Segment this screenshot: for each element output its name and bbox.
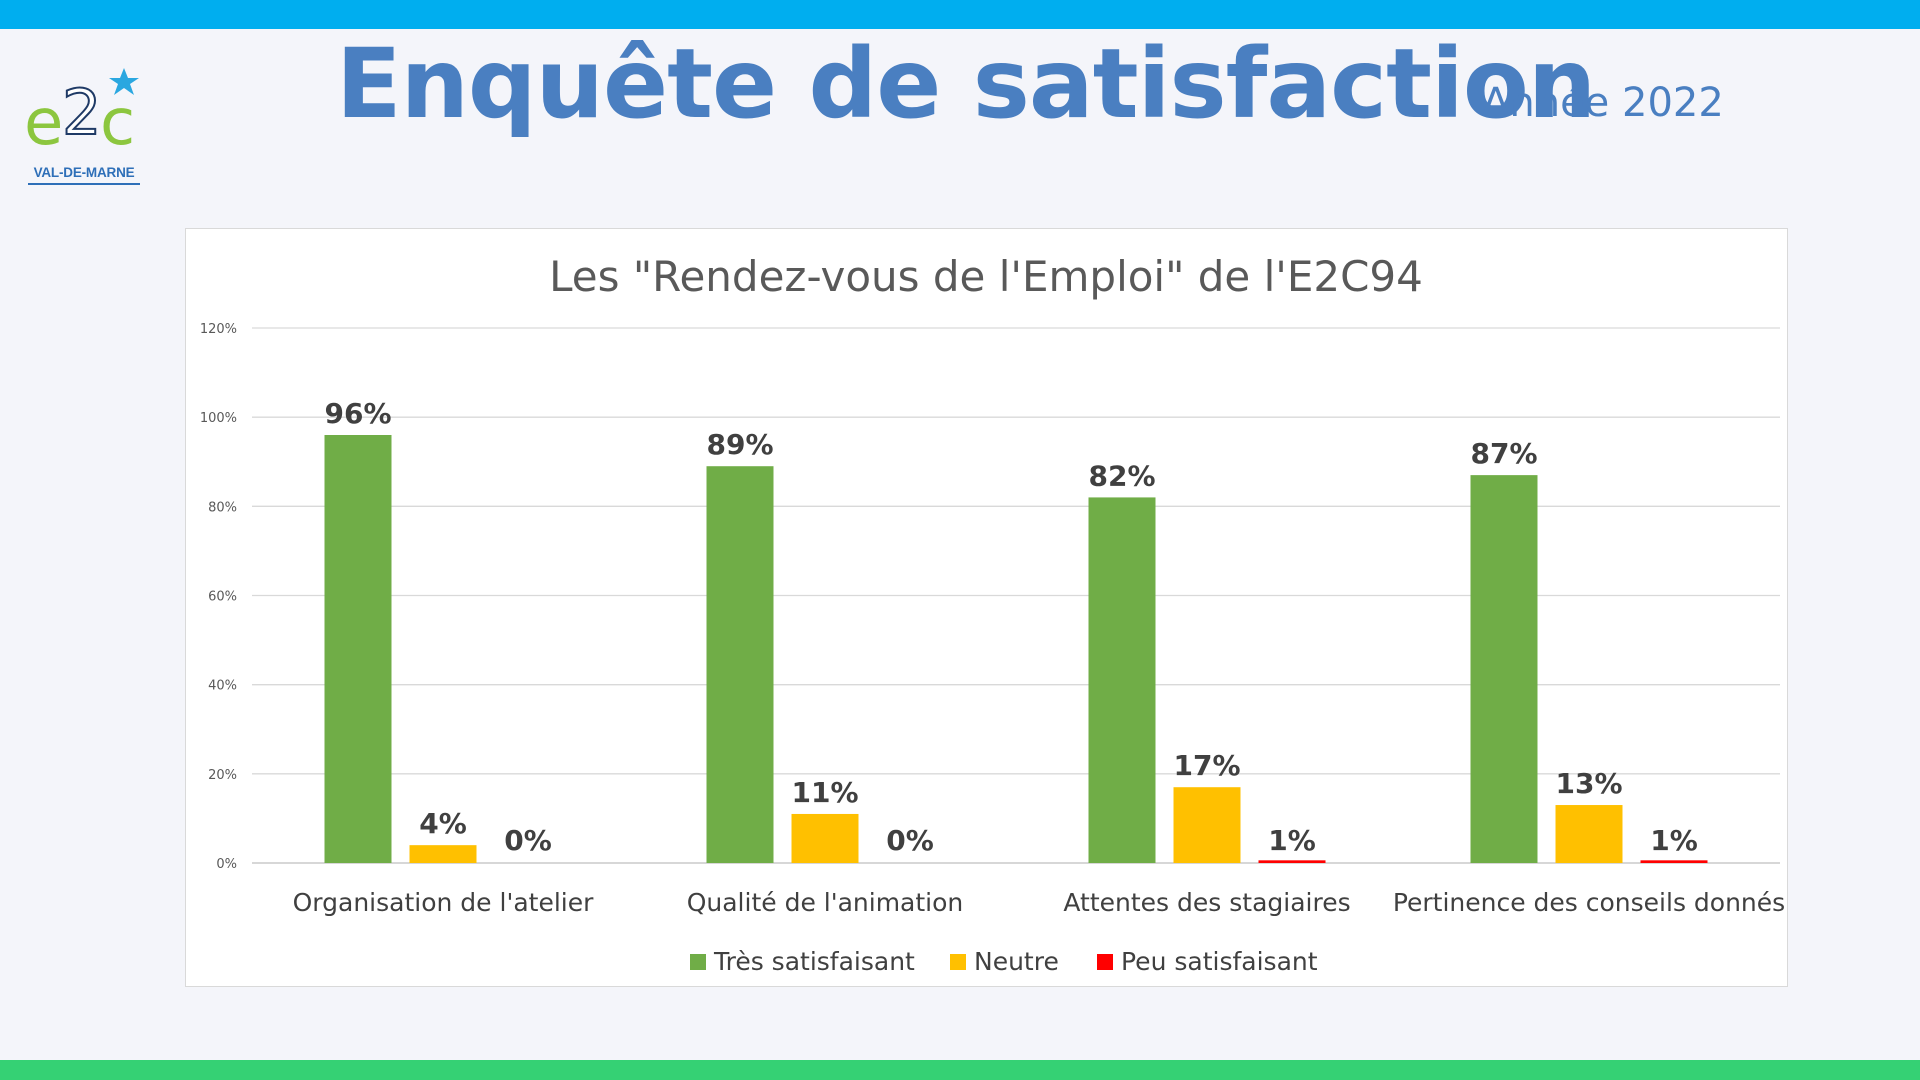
bar bbox=[1640, 860, 1708, 863]
legend-swatch bbox=[690, 954, 706, 970]
y-tick-label: 120% bbox=[200, 322, 237, 337]
data-label: 89% bbox=[706, 428, 773, 461]
e2c-logo-mark: e 2 c bbox=[24, 68, 139, 160]
legend-swatch bbox=[950, 954, 966, 970]
y-tick-label: 40% bbox=[208, 679, 237, 694]
data-label: 4% bbox=[419, 807, 467, 840]
bar bbox=[1173, 787, 1241, 863]
page-title: Enquête de satisfaction bbox=[336, 28, 1596, 140]
bar bbox=[324, 435, 392, 863]
y-tick-label: 100% bbox=[200, 411, 237, 426]
bar bbox=[409, 845, 477, 863]
logo-underline bbox=[28, 183, 140, 185]
svg-text:e: e bbox=[24, 86, 63, 160]
page-subtitle: Année 2022 bbox=[1482, 80, 1724, 126]
bar bbox=[706, 466, 774, 863]
legend-label: Très satisfaisant bbox=[713, 947, 915, 976]
svg-text:c: c bbox=[100, 86, 135, 160]
bar bbox=[1470, 475, 1538, 863]
bar bbox=[1088, 497, 1156, 863]
data-label: 82% bbox=[1088, 459, 1155, 492]
top-color-band bbox=[0, 0, 1920, 29]
data-label: 96% bbox=[324, 397, 391, 430]
bottom-color-band bbox=[0, 1060, 1920, 1080]
x-category-label: Attentes des stagiaires bbox=[1063, 888, 1350, 917]
logo-text: VAL-DE-MARNE bbox=[33, 165, 135, 180]
bar bbox=[791, 813, 859, 863]
svg-text:2: 2 bbox=[62, 76, 101, 149]
data-label: 1% bbox=[1650, 824, 1698, 857]
data-label: 0% bbox=[886, 824, 934, 857]
data-label: 87% bbox=[1470, 437, 1537, 470]
y-tick-label: 80% bbox=[208, 500, 237, 515]
x-category-label: Pertinence des conseils donnés bbox=[1393, 888, 1785, 917]
bar-chart: Les "Rendez-vous de l'Emploi" de l'E2C94… bbox=[200, 252, 1785, 976]
data-label: 13% bbox=[1555, 767, 1622, 800]
chart-title: Les "Rendez-vous de l'Emploi" de l'E2C94 bbox=[549, 252, 1423, 301]
y-tick-label: 20% bbox=[208, 768, 237, 783]
data-label: 1% bbox=[1268, 824, 1316, 857]
data-label: 11% bbox=[791, 776, 858, 809]
data-label: 0% bbox=[504, 824, 552, 857]
e2c-logo: e 2 c VAL-DE-MARNE bbox=[24, 62, 144, 187]
y-tick-label: 60% bbox=[208, 590, 237, 605]
legend-label: Neutre bbox=[974, 947, 1059, 976]
bar bbox=[1555, 805, 1623, 863]
y-tick-label: 0% bbox=[216, 857, 237, 872]
x-category-label: Organisation de l'atelier bbox=[293, 888, 594, 917]
legend-swatch bbox=[1097, 954, 1113, 970]
x-category-label: Qualité de l'animation bbox=[687, 888, 964, 917]
legend-label: Peu satisfaisant bbox=[1121, 947, 1318, 976]
bar bbox=[1258, 860, 1326, 863]
data-label: 17% bbox=[1173, 749, 1240, 782]
